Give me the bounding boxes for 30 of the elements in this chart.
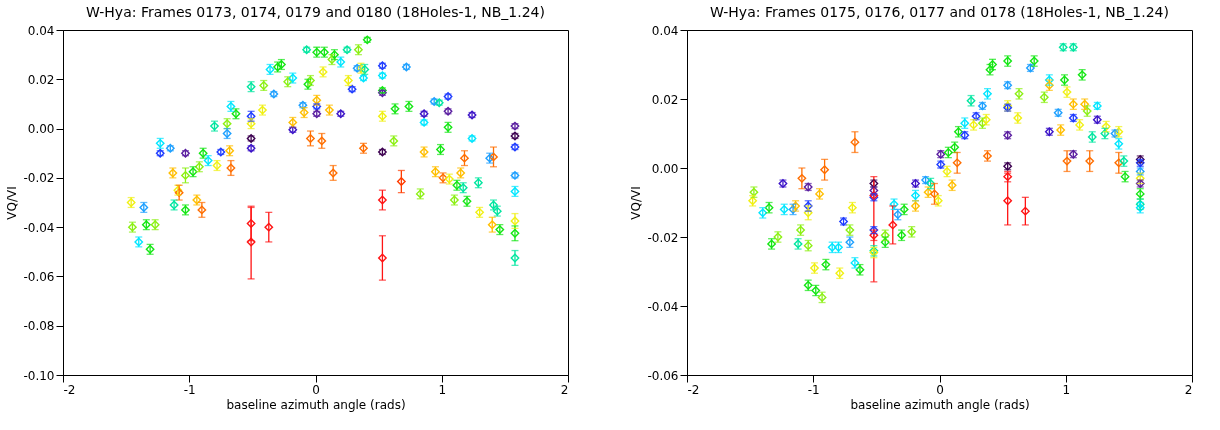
x-tick-label: 2 (560, 382, 569, 397)
x-axis-title: baseline azimuth angle (rads) (850, 397, 1030, 412)
y-tick-label: -0.02 (647, 230, 679, 245)
y-axis-title: VQ/VI (629, 186, 644, 220)
x-tick-label: 1 (438, 382, 447, 397)
y-tick-label: -0.06 (23, 269, 55, 284)
y-tick-label: -0.10 (23, 368, 55, 383)
y-axis-title: VQ/VI (5, 186, 20, 220)
x-tick-label: -2 (687, 382, 700, 397)
x-tick-label: 0 (312, 382, 320, 397)
chart-title: W-Hya: Frames 0175, 0176, 0177 and 0178 (18Holes-1, NB_1.24) (710, 4, 1169, 20)
x-tick-label: -1 (807, 382, 820, 397)
y-tick-label: -0.04 (23, 220, 55, 235)
x-tick-label: 0 (936, 382, 944, 397)
y-tick-label: -0.04 (647, 299, 679, 314)
x-tick-label: -2 (63, 382, 76, 397)
y-tick-label: 0.04 (27, 23, 55, 38)
x-tick-label: 1 (1062, 382, 1071, 397)
y-tick-label: 0.02 (27, 72, 55, 87)
y-tick-label: 0.00 (27, 122, 55, 137)
y-tick-label: -0.06 (647, 368, 679, 383)
y-tick-label: -0.02 (23, 171, 55, 186)
y-tick-label: -0.08 (23, 319, 55, 334)
x-tick-label: 2 (1184, 382, 1193, 397)
y-tick-label: 0.02 (651, 92, 679, 107)
chart-title: W-Hya: Frames 0173, 0174, 0179 and 0180 (18Holes-1, NB_1.24) (86, 4, 545, 20)
x-tick-label: -1 (183, 382, 196, 397)
y-tick-label: 0.00 (651, 161, 679, 176)
y-tick-label: 0.04 (651, 23, 679, 38)
x-axis-title: baseline azimuth angle (rads) (226, 397, 406, 412)
